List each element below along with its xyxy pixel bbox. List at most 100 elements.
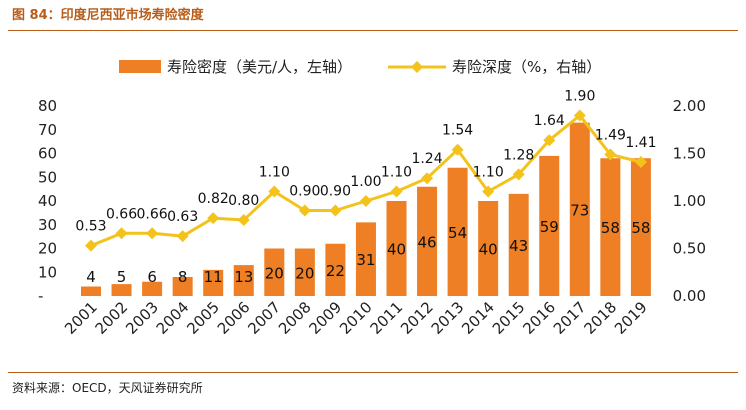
line-marker (176, 230, 189, 243)
bar (355, 222, 376, 296)
x-tick-label: 2014 (458, 298, 498, 338)
line-value-label: 0.90 (320, 184, 351, 200)
bar (294, 248, 315, 296)
bar (569, 122, 590, 296)
bar-value-label: 11 (204, 268, 223, 286)
bar-value-label: 4 (86, 268, 96, 286)
left-tick-label: - (38, 287, 43, 305)
line-marker (359, 195, 372, 207)
line-marker (207, 212, 220, 225)
line-value-label: 1.54 (442, 123, 473, 139)
line-value-label: 0.63 (167, 209, 198, 225)
bar-value-label: 40 (479, 241, 498, 259)
line-value-label: 1.10 (259, 165, 290, 181)
line-marker (237, 214, 250, 226)
source-rule (8, 372, 738, 373)
line-value-label: 0.90 (289, 184, 320, 200)
x-tick-label: 2015 (489, 298, 529, 338)
x-tick-label: 2004 (153, 298, 193, 338)
bar-value-label: 13 (234, 268, 253, 286)
bar (417, 186, 438, 296)
bar-value-label: 31 (356, 251, 375, 269)
bar-value-label: 73 (570, 201, 589, 219)
bar-value-label: 6 (147, 268, 157, 286)
x-tick-label: 2007 (244, 298, 284, 338)
bar (111, 284, 132, 296)
bar-value-label: 40 (387, 241, 406, 259)
line-value-label: 1.41 (625, 135, 656, 151)
right-tick-label: 0.00 (673, 287, 706, 305)
line-value-label: 0.66 (106, 206, 137, 222)
source-note: 资料来源：OECD，天风证券研究所 (12, 381, 203, 395)
line-value-label: 1.24 (411, 151, 442, 167)
bar-series: 4 5 6 8 11 13 20 20 22 31 40 46 54 40 43 59 73 58 58 (81, 122, 651, 296)
line-marker (543, 134, 556, 147)
line-marker (512, 168, 525, 181)
left-axis: - 10 20 30 40 50 60 70 80 (38, 97, 57, 305)
line-marker (604, 148, 617, 161)
bar (630, 158, 651, 296)
bar (508, 193, 529, 296)
line-value-label: 0.66 (137, 206, 168, 222)
title-rule (8, 30, 738, 31)
line-value-label: 1.10 (473, 165, 504, 181)
bar-value-label: 43 (509, 237, 528, 255)
x-tick-label: 2018 (580, 298, 620, 338)
x-tick-label: 2019 (611, 298, 651, 338)
bar-value-label: 22 (326, 262, 345, 280)
x-tick-label: 2001 (61, 298, 101, 338)
line-value-label: 1.64 (534, 113, 565, 129)
right-tick-label: 0.50 (673, 240, 706, 258)
line-marker (146, 227, 159, 240)
x-axis: 2001200220032004200520062007200820092010… (61, 298, 651, 338)
x-tick-label: 2012 (397, 298, 437, 338)
bar (478, 201, 499, 296)
bar (539, 155, 560, 296)
line-value-label: 1.49 (595, 127, 626, 143)
line-value-label: 0.82 (198, 191, 229, 207)
bar (386, 201, 407, 296)
line-value-label: 0.80 (228, 193, 259, 209)
right-axis: 0.00 0.50 1.00 1.50 2.00 (673, 97, 706, 305)
legend-bar-label: 寿险密度（美元/人，左轴） (167, 58, 352, 76)
x-tick-label: 2003 (122, 298, 162, 338)
bar (203, 269, 224, 296)
line-value-label: 1.90 (564, 89, 595, 105)
x-tick-label: 2017 (550, 298, 590, 338)
left-tick-label: 40 (38, 192, 57, 210)
x-tick-label: 2016 (519, 298, 559, 338)
right-tick-label: 1.00 (673, 192, 706, 210)
bar (447, 167, 468, 296)
bar-value-label: 8 (178, 268, 188, 286)
bar (172, 277, 193, 296)
bar-value-label: 20 (295, 264, 314, 282)
bar (600, 158, 621, 296)
bar (81, 286, 101, 296)
line-marker (421, 172, 434, 185)
line-marker (482, 185, 495, 198)
left-tick-label: 70 (38, 121, 57, 139)
left-tick-label: 10 (38, 263, 57, 281)
bar-value-label: 59 (540, 218, 559, 236)
line-marker (115, 227, 128, 240)
bar-value-label: 5 (117, 268, 127, 286)
left-tick-label: 80 (38, 97, 57, 115)
x-tick-label: 2010 (336, 298, 376, 338)
x-tick-label: 2002 (92, 298, 132, 338)
line-marker (390, 185, 403, 198)
line-marker (634, 156, 647, 169)
right-tick-label: 2.00 (673, 97, 706, 115)
left-tick-label: 30 (38, 216, 57, 234)
x-tick-label: 2008 (275, 298, 315, 338)
right-tick-label: 1.50 (673, 145, 706, 163)
line-marker (573, 109, 586, 122)
bar-value-label: 58 (631, 219, 650, 237)
x-tick-label: 2009 (305, 298, 345, 338)
bar (142, 281, 163, 296)
line-series: 0.530.66 0.66 0.630.82 0.801.100.90 0.901.00… (75, 89, 656, 252)
figure-title: 图 84：印度尼西亚市场寿险密度 (12, 8, 204, 23)
left-tick-label: 50 (38, 168, 57, 186)
x-tick-label: 2006 (214, 298, 254, 338)
line-value-label: 1.10 (381, 165, 412, 181)
